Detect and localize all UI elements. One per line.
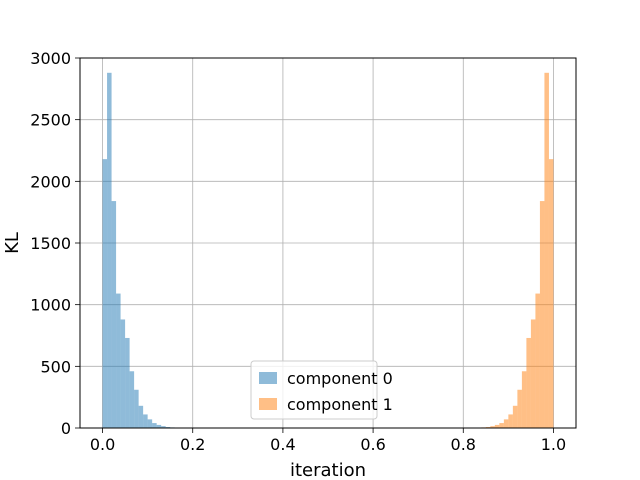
histogram-bar — [129, 371, 135, 428]
histogram-bar — [548, 159, 554, 428]
x-tick-label: 0.6 — [360, 435, 385, 454]
histogram-bar — [508, 414, 513, 428]
legend-label: component 0 — [287, 369, 393, 388]
series-0-bars — [102, 72, 180, 429]
histogram-bar — [521, 371, 527, 428]
histogram-bar — [490, 426, 495, 428]
histogram-bar — [143, 414, 148, 428]
y-tick-label: 2000 — [30, 172, 71, 191]
x-axis-ticks: 0.0 0.2 0.4 0.6 0.8 1.0 — [90, 428, 566, 454]
histogram-bar — [138, 405, 144, 428]
histogram-bar — [152, 423, 157, 428]
y-axis-ticks: 0 500 1000 1500 2000 2500 3000 — [30, 49, 80, 438]
histogram-bar — [539, 201, 545, 428]
histogram-bar — [156, 424, 162, 428]
histogram-bar — [530, 319, 536, 428]
x-tick-label: 1.0 — [541, 435, 566, 454]
histogram-bars — [102, 72, 554, 429]
histogram-bar — [161, 426, 166, 428]
histogram-bar — [512, 405, 518, 428]
legend-box — [250, 360, 378, 420]
grid-lines — [80, 57, 576, 429]
histogram-bar — [120, 319, 126, 428]
histogram-bar — [107, 72, 112, 429]
histogram-bar — [535, 293, 540, 428]
x-tick-label: 0.0 — [90, 435, 115, 454]
histogram-bar — [111, 201, 117, 428]
histogram-bar — [102, 159, 108, 428]
histogram-bar — [125, 337, 130, 428]
x-tick-label: 0.2 — [180, 435, 205, 454]
y-axis-label: KL — [2, 232, 23, 254]
histogram-bar — [503, 419, 509, 428]
x-tick-label: 0.4 — [270, 435, 295, 454]
histogram-bar — [544, 72, 549, 429]
histogram-bar — [517, 389, 522, 428]
series-1-bars — [476, 72, 554, 429]
histogram-bar — [494, 424, 500, 428]
histogram-bar — [147, 419, 153, 428]
x-tick-label: 0.8 — [451, 435, 476, 454]
y-tick-label: 1500 — [30, 234, 71, 253]
histogram-bar — [526, 337, 531, 428]
legend-swatch — [259, 398, 277, 410]
y-tick-label: 500 — [40, 357, 71, 376]
legend: component 0 component 1 — [250, 360, 393, 420]
legend-swatch — [259, 372, 277, 384]
histogram-bar — [134, 389, 139, 428]
histogram-bar — [116, 293, 121, 428]
y-tick-label: 3000 — [30, 49, 71, 68]
y-tick-label: 2500 — [30, 111, 71, 130]
histogram-bar — [499, 423, 504, 428]
legend-label: component 1 — [287, 395, 393, 414]
y-tick-label: 0 — [61, 419, 71, 438]
y-tick-label: 1000 — [30, 296, 71, 315]
x-axis-label: iteration — [290, 460, 366, 480]
